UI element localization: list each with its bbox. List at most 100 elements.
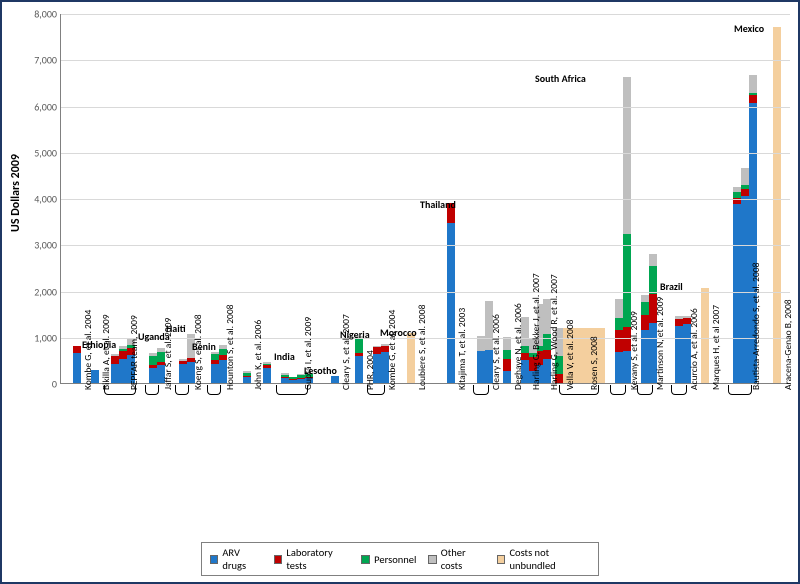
y-tick-label: 4,000 bbox=[13, 193, 57, 206]
group-bracket bbox=[637, 385, 653, 395]
y-tick-label: 3,000 bbox=[13, 239, 57, 252]
country-label: Benin bbox=[192, 340, 216, 353]
x-axis-label: Rosen S, 2008 bbox=[588, 336, 600, 390]
bar-column bbox=[73, 346, 81, 383]
bar-segment-lab bbox=[119, 351, 127, 359]
x-axis-label: Harling G, Bekker J, et al. 2007 bbox=[530, 273, 542, 390]
y-tick-label: 6,000 bbox=[13, 100, 57, 113]
bar-column bbox=[615, 299, 623, 383]
x-axis-label: John K, et al. 2006 bbox=[252, 320, 264, 390]
legend-swatch bbox=[497, 555, 505, 564]
bar-column bbox=[281, 373, 289, 383]
bar-segment-lab bbox=[641, 315, 649, 330]
bar-segment-arv bbox=[477, 351, 485, 383]
bar-segment-arv bbox=[615, 352, 623, 383]
bar-segment-arv bbox=[741, 196, 749, 383]
bar-segment-arv bbox=[73, 353, 81, 383]
bar-column bbox=[675, 316, 683, 383]
x-axis-label: Gupta I, et al. 2009 bbox=[302, 317, 314, 390]
group-bracket bbox=[145, 385, 159, 395]
x-axis-label: Aracena-Genao B, 2008 bbox=[782, 299, 794, 390]
bar-segment-pers bbox=[503, 350, 511, 359]
bar-segment-other bbox=[503, 337, 511, 350]
legend-item: ARV drugs bbox=[210, 546, 262, 572]
bar-segment-pers bbox=[641, 302, 649, 316]
bar-segment-pers bbox=[649, 266, 657, 294]
group-bracket bbox=[367, 385, 385, 395]
bar-column bbox=[211, 352, 219, 383]
x-axis-label: Kevany S, et al. 2009 bbox=[628, 311, 640, 390]
bar-segment-arv bbox=[111, 364, 119, 383]
bar-segment-other bbox=[623, 77, 631, 234]
bar-column bbox=[289, 377, 297, 383]
legend-label: Costs not unbundled bbox=[509, 546, 590, 572]
bar-segment-arv bbox=[149, 368, 157, 383]
y-tick-label: 8,000 bbox=[13, 8, 57, 21]
y-tick-label: 2,000 bbox=[13, 285, 57, 298]
bar-segment-lab bbox=[73, 346, 81, 353]
country-label: Uganda bbox=[138, 330, 170, 343]
bar-segment-unb bbox=[773, 27, 781, 383]
y-tick-label: 5,000 bbox=[13, 146, 57, 159]
bar-column bbox=[477, 336, 485, 383]
group-bracket bbox=[104, 385, 136, 395]
bar-segment-lab bbox=[675, 319, 683, 326]
bar-column bbox=[149, 353, 157, 383]
grid-line bbox=[61, 107, 790, 108]
bar-segment-arv bbox=[179, 364, 187, 383]
country-label: Morocco bbox=[380, 326, 417, 339]
grid-line bbox=[61, 14, 790, 15]
bar-column bbox=[243, 371, 251, 383]
legend-item: Costs not unbundled bbox=[497, 546, 590, 572]
legend-swatch bbox=[210, 555, 218, 564]
bar-segment-unb bbox=[407, 333, 415, 383]
bar-segment-lab bbox=[741, 189, 749, 196]
group-bracket bbox=[276, 385, 308, 395]
x-axis-label: PEPFAR team, 2009 bbox=[128, 315, 140, 390]
y-tick-label: 7,000 bbox=[13, 54, 57, 67]
bar-segment-arv bbox=[675, 326, 683, 383]
group-bracket bbox=[175, 385, 189, 395]
x-axis-label: Kitajima T, et al. 2003 bbox=[456, 308, 468, 390]
y-tick-label: 1,000 bbox=[13, 331, 57, 344]
legend-swatch bbox=[428, 555, 436, 564]
bar-segment-lab bbox=[749, 95, 757, 102]
bar-column bbox=[263, 362, 271, 383]
bar-segment-other bbox=[615, 299, 623, 318]
x-axis-label: Marques H, et al 2007 bbox=[710, 305, 722, 390]
bar-segment-arv bbox=[289, 380, 297, 383]
legend-swatch bbox=[274, 555, 282, 564]
group-bracket bbox=[671, 385, 687, 395]
bar-segment-lab bbox=[615, 330, 623, 352]
country-label: South Africa bbox=[535, 72, 586, 85]
country-label: Mexico bbox=[734, 22, 764, 35]
bar-segment-arv bbox=[355, 356, 363, 383]
bar-segment-arv bbox=[211, 364, 219, 383]
country-label: India bbox=[274, 350, 295, 363]
bar-column bbox=[641, 295, 649, 383]
legend-item: Other costs bbox=[428, 546, 485, 572]
country-label: Nigeria bbox=[340, 328, 370, 341]
country-label: Lesotho bbox=[304, 364, 337, 377]
bar-segment-arv bbox=[263, 368, 271, 383]
bar-column bbox=[447, 203, 455, 383]
country-label: Haiti bbox=[166, 322, 186, 335]
legend: ARV drugs Laboratory tests Personnel Other … bbox=[201, 542, 599, 576]
bar-segment-pers bbox=[615, 318, 623, 330]
legend-label: Laboratory tests bbox=[286, 546, 349, 572]
group-bracket bbox=[728, 385, 752, 395]
x-axis-label: Hounton S, et al. 2008 bbox=[224, 305, 236, 391]
legend-label: Personnel bbox=[374, 553, 416, 566]
bar-column bbox=[407, 333, 415, 383]
y-tick-label: 0 bbox=[13, 378, 57, 391]
x-axis-label: Kombe G, et al. 2004 bbox=[386, 310, 398, 390]
x-axis-label: Harling G, Wood R, et al. 2007 bbox=[548, 274, 560, 390]
bar-segment-arv bbox=[447, 223, 455, 383]
country-label: Thailand bbox=[420, 198, 456, 211]
x-axis-label: Bautista-Arredondo S, et al. 2008 bbox=[750, 263, 762, 390]
legend-label: Other costs bbox=[441, 546, 485, 572]
country-label: Brazil bbox=[660, 280, 683, 293]
group-bracket bbox=[610, 385, 626, 395]
legend-label: ARV drugs bbox=[222, 546, 262, 572]
legend-item: Personnel bbox=[361, 546, 416, 572]
